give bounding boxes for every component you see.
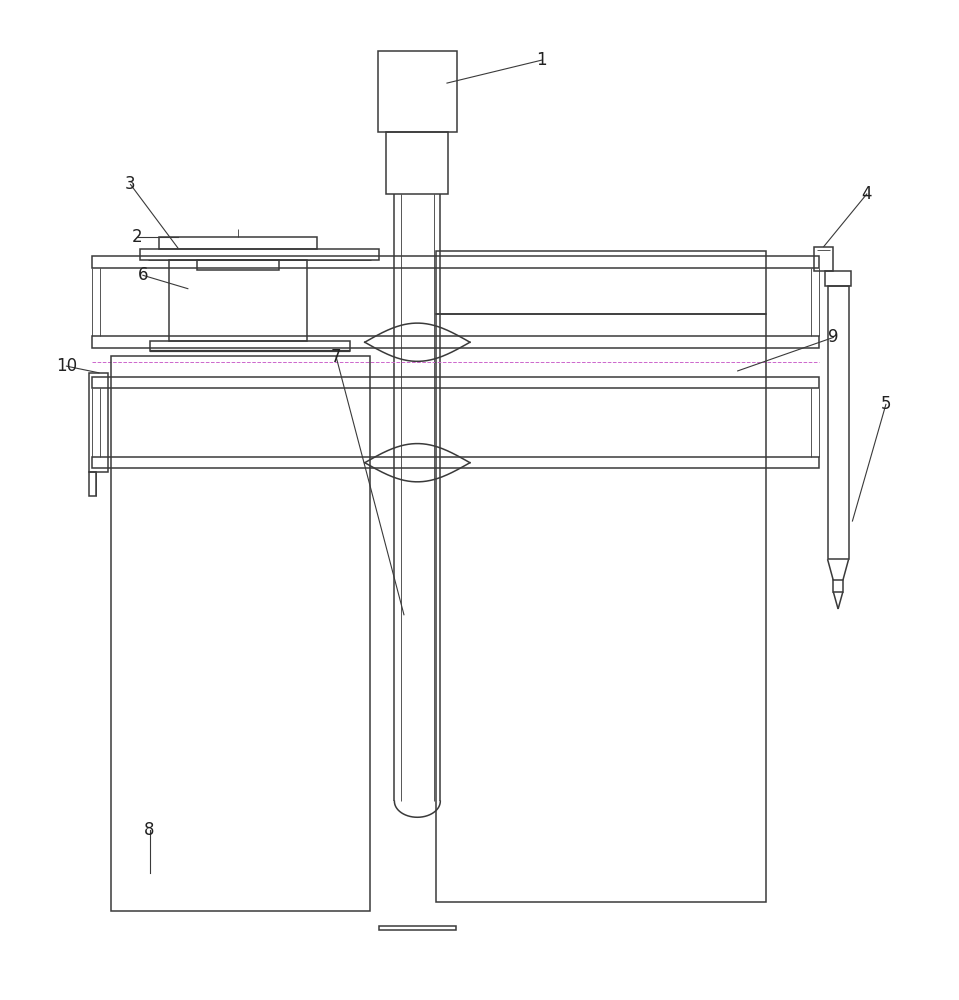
Bar (140, 249, 379, 260)
Bar (825, 271, 852, 286)
Bar (169, 260, 308, 341)
Bar (89, 373, 108, 472)
Bar (198, 260, 279, 270)
Bar (436, 314, 766, 902)
Text: 5: 5 (880, 395, 891, 413)
Text: 9: 9 (828, 328, 838, 346)
Bar (111, 356, 369, 911)
Bar (89, 472, 96, 496)
Text: 2: 2 (131, 228, 143, 246)
Text: 10: 10 (56, 357, 77, 375)
Bar (92, 256, 819, 268)
Text: 8: 8 (145, 821, 154, 839)
Bar (150, 341, 350, 351)
Bar (378, 51, 456, 132)
Bar (828, 286, 849, 559)
Bar (814, 247, 833, 271)
Text: 7: 7 (331, 348, 341, 366)
Bar (436, 251, 766, 314)
Bar (386, 132, 449, 194)
Bar (92, 377, 819, 388)
Bar (159, 237, 316, 249)
Bar (92, 336, 819, 348)
Text: 3: 3 (126, 175, 136, 193)
Bar (92, 457, 819, 468)
Text: 6: 6 (138, 266, 148, 284)
Bar (379, 926, 456, 930)
Bar (833, 580, 843, 592)
Text: 4: 4 (861, 185, 872, 203)
Text: 1: 1 (536, 51, 547, 69)
